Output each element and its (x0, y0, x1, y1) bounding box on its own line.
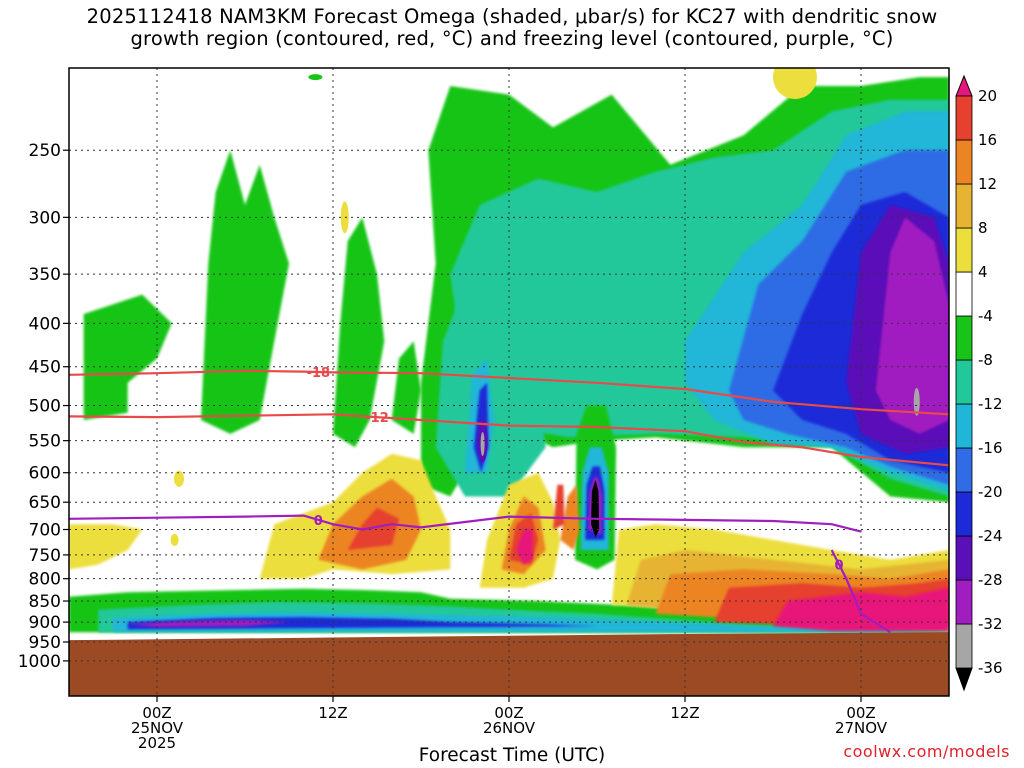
credit-text: coolwx.com/models (843, 742, 1010, 761)
yellow-blip-6z (174, 470, 184, 487)
colorbar-label: -28 (978, 571, 1003, 589)
contour-label-dendritic-12: -12 (365, 411, 389, 426)
colorbar-swatch (955, 623, 973, 669)
colorbar-label: -24 (978, 527, 1003, 545)
colorbar-label: -4 (978, 307, 993, 325)
colorbar-swatch (955, 95, 973, 141)
colorbar-swatch (955, 139, 973, 185)
colorbar-label: -12 (978, 395, 1003, 413)
colorbar-top-arrow (955, 74, 973, 97)
colorbar-swatch (955, 227, 973, 273)
x-tick-label: 26NOV (483, 719, 536, 737)
colorbar-label: -16 (978, 439, 1003, 457)
colorbar: -36 -32 -28 -24 -20 -16 -12 -8 -4 4 8 12 16 20 (955, 74, 1003, 692)
colorbar-label: 12 (978, 175, 997, 193)
contour-label-freezing-0: 0 (314, 514, 323, 529)
y-tick-label: 600 (29, 464, 61, 484)
contour-lines: -18 -12 0 0 (69, 366, 949, 634)
colorbar-swatch (955, 183, 973, 229)
colorbar-swatch (955, 535, 973, 581)
x-tick-label: 00Z (142, 704, 171, 722)
colorbar-label: -32 (978, 615, 1003, 633)
colorbar-label: -20 (978, 483, 1003, 501)
y-tick-label: 450 (29, 358, 61, 378)
contour-freezing-0 (69, 514, 862, 533)
colorbar-label: -8 (978, 351, 993, 369)
colorbar-label: 20 (978, 87, 997, 105)
chart-title-line2: growth region (contoured, red, °C) and f… (130, 27, 894, 50)
green-plume-mid (333, 217, 385, 448)
colorbar-swatch (955, 359, 973, 405)
colorbar-swatch (955, 315, 973, 361)
contour-label-freezing-0-branch: 0 (834, 558, 843, 573)
colorbar-label: 16 (978, 131, 997, 149)
ascent-purple-right (875, 217, 949, 434)
contour-freezing-0-branch (830, 549, 891, 634)
colorbar-bottom-arrow (955, 667, 973, 692)
x-tick-label: 27NOV (835, 719, 888, 737)
chart-title-line1: 2025112418 NAM3KM Forecast Omega (shaded… (86, 5, 938, 28)
yellow-blip-top-right (773, 68, 817, 100)
chart-title: 2025112418 NAM3KM Forecast Omega (shaded… (0, 6, 1024, 50)
shaded-omega-field (69, 68, 949, 696)
yellow-blip-7z (170, 533, 179, 546)
contour-label-dendritic-18: -18 (307, 366, 331, 381)
y-tick-label: 900 (29, 613, 61, 633)
green-blip-top (308, 74, 323, 81)
x-axis-title: Forecast Time (UTC) (418, 745, 606, 766)
y-tick-label: 650 (29, 493, 61, 513)
x-tick-label: 2025 (138, 734, 176, 752)
contour-dendritic-18 (69, 369, 949, 416)
x-tick-label: 00Z (846, 704, 875, 722)
colorbar-swatch (955, 447, 973, 493)
y-tick-label: 400 (29, 314, 61, 334)
colorbar-swatch (955, 271, 973, 317)
y-tick-label: 250 (29, 141, 61, 161)
y-tick-label: 500 (29, 397, 61, 417)
grid-lines (69, 68, 949, 696)
gray-core-left (480, 431, 485, 456)
y-tick-label: 350 (29, 265, 61, 285)
colorbar-swatch (955, 491, 973, 537)
green-plume-left (201, 150, 289, 434)
y-tick-label: 800 (29, 570, 61, 590)
y-tick-label: 850 (29, 592, 61, 612)
y-tick-label: 700 (29, 520, 61, 540)
green-patch-350 (391, 341, 421, 434)
descent-red-26 (553, 484, 565, 530)
x-tick-label: 12Z (670, 704, 699, 722)
colorbar-swatch (955, 403, 973, 449)
x-tick-label: 12Z (318, 704, 347, 722)
x-tick-label: 00Z (494, 704, 523, 722)
yellow-blip-upper (340, 201, 349, 234)
ascent-gray-core (913, 387, 920, 416)
x-tick-label: 25NOV (131, 719, 184, 737)
y-tick-label: 1000 (18, 652, 61, 672)
descent-yellow-left (69, 524, 143, 570)
y-axis: 2503003504004505005506006507007508008509… (18, 141, 69, 672)
lowlevel-purple-band (127, 620, 289, 627)
y-tick-label: 950 (29, 633, 61, 653)
colorbar-swatch (955, 579, 973, 625)
ground-surface (69, 632, 949, 696)
colorbar-label: 8 (978, 219, 988, 237)
black-core-30z (591, 480, 600, 538)
green-plume-far-left (83, 294, 172, 420)
colorbar-label: -36 (978, 659, 1003, 677)
y-tick-label: 550 (29, 432, 61, 452)
colorbar-label: 4 (978, 263, 988, 281)
y-tick-label: 300 (29, 208, 61, 228)
descent-red-sw (347, 507, 399, 550)
y-tick-label: 750 (29, 546, 61, 566)
contour-dendritic-12 (69, 413, 949, 467)
descent-magenta-central (516, 529, 533, 565)
